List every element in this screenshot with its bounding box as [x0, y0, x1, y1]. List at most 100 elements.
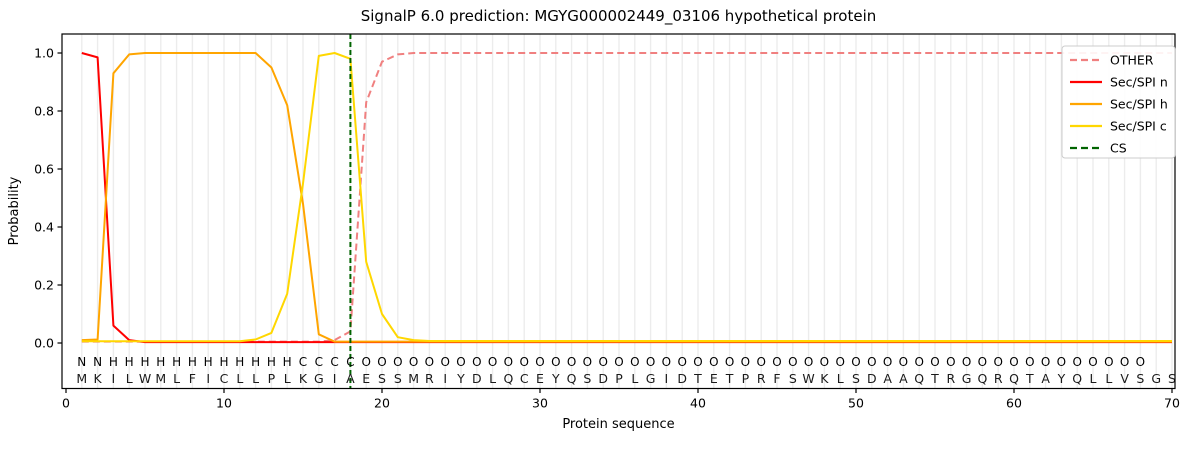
sequence-letter: M [76, 371, 87, 386]
sequence-letter: L [252, 371, 259, 386]
plot-frame [61, 33, 1176, 390]
sequence-letter: S [852, 371, 860, 386]
sequence-letter: M [408, 371, 419, 386]
region-marker-letter: O [820, 355, 829, 369]
sequence-letter: Y [1057, 371, 1066, 386]
region-marker-letter: O [440, 355, 449, 369]
region-marker-letter: O [1025, 355, 1034, 369]
y-tick-label: 0.6 [34, 162, 54, 177]
sequence-letter: Q [567, 371, 577, 386]
region-marker-letter: O [393, 355, 402, 369]
region-marker-letter: O [677, 355, 686, 369]
sequence-letter: I [206, 371, 210, 386]
sequence-letter: L [284, 371, 291, 386]
sequence-letter: L [631, 371, 638, 386]
region-marker-letter: O [756, 355, 765, 369]
x-tick-label: 20 [374, 396, 390, 411]
region-marker-letter: O [662, 355, 671, 369]
legend: OTHER Sec/SPI n Sec/SPI h Sec/SPI c CS [1061, 45, 1176, 159]
sequence-letter: Y [456, 371, 465, 386]
sequence-letter: L [1090, 371, 1097, 386]
region-marker-letter: C [330, 355, 338, 369]
sequence-letter: R [425, 371, 434, 386]
legend-box [1061, 45, 1176, 159]
legend-label-sec-spi-n: Sec/SPI n [1110, 75, 1168, 90]
region-marker-letter: O [804, 355, 813, 369]
region-marker-letter: O [583, 355, 592, 369]
sequence-letter: G [1151, 371, 1161, 386]
curve-sec-spi-h [81, 52, 1172, 343]
sequence-letter: C [220, 371, 229, 386]
region-marker-letter: H [251, 355, 260, 369]
region-marker-letter: H [267, 355, 276, 369]
region-marker-letter: O [899, 355, 908, 369]
sequence-letter: D [867, 371, 877, 386]
y-tick-label: 0.0 [34, 336, 54, 351]
region-marker-letter: H [140, 355, 149, 369]
sequence-letter: R [994, 371, 1003, 386]
y-tick-label: 0.2 [34, 278, 54, 293]
sequence-letter: L [126, 371, 133, 386]
region-marker-letter: O [1057, 355, 1066, 369]
x-tick-label: 0 [62, 396, 70, 411]
sequence-letter: F [773, 371, 780, 386]
region-marker-letter: O [772, 355, 781, 369]
sequence-letter: I [665, 371, 669, 386]
region-marker-letter: O [883, 355, 892, 369]
sequence-letter: A [346, 371, 355, 386]
region-marker-letter: C [346, 355, 354, 369]
region-marker-letter: O [488, 355, 497, 369]
sequence-letter: G [646, 371, 656, 386]
y-tick-label: 1.0 [34, 46, 54, 61]
region-marker-letter: N [77, 355, 86, 369]
region-marker-letter: O [1072, 355, 1081, 369]
grid-lines [81, 34, 1173, 389]
sequence-letter: Q [914, 371, 924, 386]
sequence-letter: W [802, 371, 814, 386]
sequence-letter: D [598, 371, 608, 386]
sequence-letter: P [268, 371, 276, 386]
sequence-letter: L [1105, 371, 1112, 386]
region-marker-letter: H [283, 355, 292, 369]
sequence-letter: S [1136, 371, 1144, 386]
sequence-letter: Q [1009, 371, 1019, 386]
region-marker-letter: O [1136, 355, 1145, 369]
region-marker-letter: O [377, 355, 386, 369]
region-marker-letter: O [425, 355, 434, 369]
region-marker-letter: O [598, 355, 607, 369]
legend-label-sec-spi-c: Sec/SPI c [1110, 119, 1167, 134]
curve-other [81, 52, 1172, 343]
x-tick-label: 70 [1164, 396, 1180, 411]
curve-sec-spi-c [81, 52, 1172, 343]
region-marker-letter: H [204, 355, 213, 369]
sequence-letter: Q [977, 371, 987, 386]
sequence-letter: S [1168, 371, 1176, 386]
legend-label-other: OTHER [1110, 53, 1154, 68]
region-marker-letter: O [551, 355, 560, 369]
region-marker-letter: O [456, 355, 465, 369]
x-tick-label: 30 [532, 396, 548, 411]
region-marker-letter: O [993, 355, 1002, 369]
sequence-letter: S [378, 371, 386, 386]
sequence-letter: T [930, 371, 939, 386]
sequence-letter: T [693, 371, 702, 386]
sequence-letter: L [236, 371, 243, 386]
sequence-letter: S [394, 371, 402, 386]
sequence-letter: E [710, 371, 718, 386]
y-tick-label: 0.8 [34, 104, 54, 119]
region-marker-letter: N [93, 355, 102, 369]
sequence-letter: A [1041, 371, 1050, 386]
sequence-letter: A [883, 371, 892, 386]
sequence-letter: I [443, 371, 447, 386]
region-marker-letter: O [867, 355, 876, 369]
sequence-letter: G [314, 371, 324, 386]
region-marker-letter: O [630, 355, 639, 369]
x-tick-label: 10 [216, 396, 232, 411]
region-marker-letter: O [567, 355, 576, 369]
region-marker-letter: O [946, 355, 955, 369]
region-marker-letter: O [1041, 355, 1050, 369]
sequence-letter: S [583, 371, 591, 386]
region-marker-letter: H [109, 355, 118, 369]
region-marker-letter: H [188, 355, 197, 369]
